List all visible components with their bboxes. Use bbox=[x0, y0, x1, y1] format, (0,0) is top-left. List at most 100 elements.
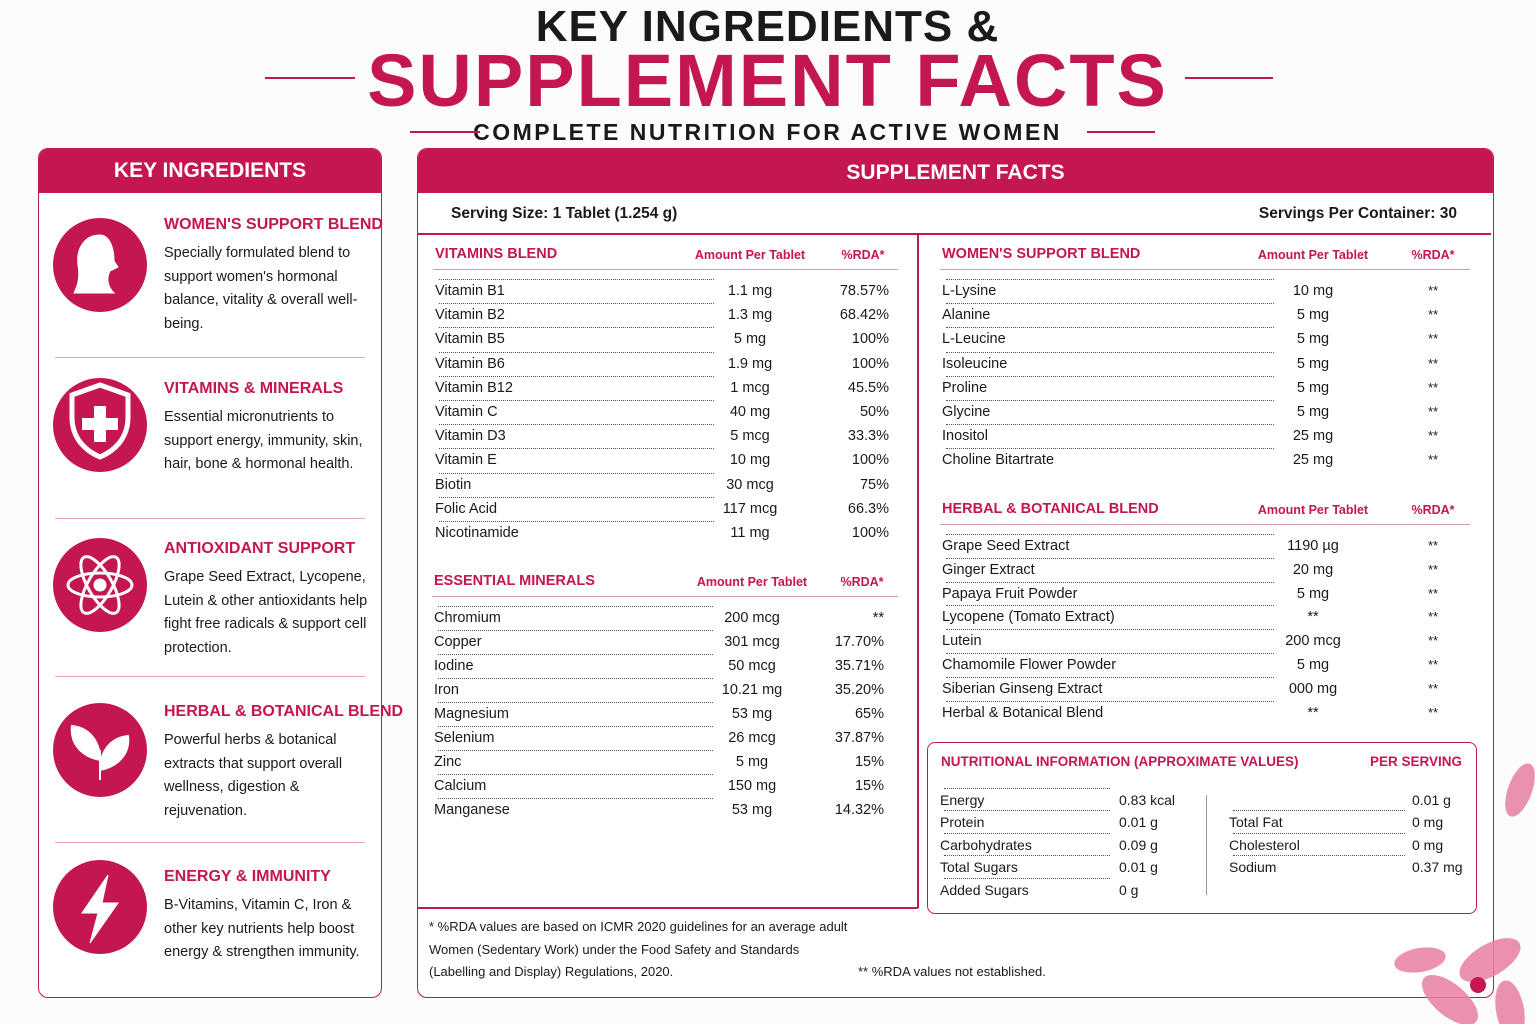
amount: 10 mg bbox=[1292, 283, 1334, 299]
amount: 200 mcg bbox=[1285, 633, 1341, 650]
amount: 5 mg bbox=[1296, 404, 1330, 420]
nutrient-name: Vitamin D3 bbox=[435, 428, 506, 445]
fact-row: Herbal & Botanical Blend bbox=[942, 700, 1278, 725]
amount-header: Amount Per Tablet bbox=[696, 575, 808, 589]
nutrient-name: Vitamin B2 bbox=[435, 307, 505, 324]
section-title: HERBAL & BOTANICAL BLEND bbox=[942, 501, 1159, 517]
fact-row: Inositol bbox=[942, 424, 1278, 448]
amount: 30 mcg bbox=[726, 476, 774, 493]
footnote-note: ** %RDA values not established. bbox=[858, 964, 1046, 979]
rda: 15% bbox=[854, 754, 884, 770]
amount: 5 mg bbox=[1296, 657, 1330, 673]
nutrition-row: Added Sugars bbox=[940, 877, 1114, 902]
rda: 100% bbox=[851, 331, 889, 348]
amount: 5 mg bbox=[1296, 355, 1330, 372]
rda-header: %RDA* bbox=[840, 575, 884, 589]
leader bbox=[1233, 855, 1405, 857]
rule bbox=[940, 524, 1470, 525]
nutrient-name: Added Sugars bbox=[940, 881, 1029, 898]
fact-row: Vitamin B12 bbox=[435, 375, 718, 400]
rda-header: %RDA* bbox=[841, 248, 885, 262]
amount: 1.3 mg bbox=[727, 307, 773, 324]
amount: 5 mg bbox=[735, 754, 769, 770]
leader bbox=[439, 327, 714, 329]
nutrient-name: Selenium bbox=[434, 730, 495, 746]
leader bbox=[438, 726, 713, 727]
rda: ** bbox=[1427, 452, 1439, 468]
footnote-line: (Labelling and Display) Regulations, 202… bbox=[429, 964, 674, 979]
item-text: B-Vitamins, Vitamin C, Iron & other key … bbox=[164, 897, 360, 961]
fact-row: Papaya Fruit Powder bbox=[942, 581, 1278, 606]
nutrient-name: Vitamin B1 bbox=[435, 283, 505, 299]
leader bbox=[439, 424, 714, 426]
amount: 1 mcg bbox=[730, 379, 770, 396]
nutrition-row: Total Sugars bbox=[940, 855, 1114, 879]
leader bbox=[946, 448, 1274, 450]
amount: 10.21 mg bbox=[721, 682, 783, 698]
leader bbox=[946, 351, 1274, 353]
nutrition-row: Sodium bbox=[1229, 855, 1409, 879]
leader bbox=[1233, 810, 1405, 812]
nutrient-name: Inositol bbox=[942, 428, 988, 445]
rule bbox=[1087, 131, 1155, 133]
fact-row: Ginger Extract bbox=[942, 557, 1278, 582]
rda: ** bbox=[1427, 704, 1439, 720]
nutrient-name: Calcium bbox=[434, 778, 487, 794]
fact-row: Biotin bbox=[435, 472, 718, 497]
leader bbox=[438, 750, 713, 751]
nutrient-name: Total Fat bbox=[1229, 814, 1283, 831]
fact-row: Nicotinamide bbox=[435, 521, 718, 545]
leader bbox=[439, 472, 714, 474]
leader bbox=[438, 702, 713, 703]
fact-row: Zinc bbox=[434, 750, 717, 774]
amount-header: Amount Per Tablet bbox=[694, 248, 806, 262]
leader bbox=[946, 557, 1274, 559]
nutrient-name: Energy bbox=[940, 792, 985, 808]
rule bbox=[432, 596, 898, 597]
amount-header: Amount Per Tablet bbox=[1257, 503, 1369, 517]
rda: ** bbox=[1427, 379, 1439, 395]
nutrient-name: Chromium bbox=[434, 610, 501, 626]
leader bbox=[946, 303, 1274, 305]
footnote-line: * %RDA values are based on ICMR 2020 gui… bbox=[429, 919, 848, 934]
nutrient-name: Choline Bitartrate bbox=[942, 452, 1055, 469]
nutrition-row: Total Fat bbox=[1229, 810, 1409, 834]
item-title: VITAMINS & MINERALS bbox=[164, 380, 344, 397]
rda: 100% bbox=[851, 355, 889, 372]
nutrient-name: Vitamin B12 bbox=[435, 379, 513, 396]
amount-header: Amount Per Tablet bbox=[1257, 248, 1369, 262]
serving-size: Serving Size: 1 Tablet (1.254 g) bbox=[451, 205, 678, 222]
rda: 100% bbox=[851, 452, 889, 469]
value: 0.01 g bbox=[1412, 792, 1451, 808]
leader bbox=[946, 581, 1274, 583]
nutrient-name: Vitamin E bbox=[435, 452, 497, 469]
nutrition-row: Cholesterol bbox=[1229, 832, 1409, 857]
nutrient-name: Lutein bbox=[942, 633, 982, 650]
item-text: Powerful herbs & botanical extracts that… bbox=[164, 732, 343, 820]
section-title: WOMEN'S SUPPORT BLEND bbox=[942, 246, 1141, 262]
leader bbox=[946, 700, 1274, 702]
key-ingredients-panel: KEY INGREDIENTS bbox=[38, 148, 382, 998]
nutrition-row: Carbohydrates bbox=[940, 832, 1114, 857]
nutrient-name: Chamomile Flower Powder bbox=[942, 657, 1117, 673]
fact-row: Magnesium bbox=[434, 702, 717, 726]
rda: ** bbox=[1427, 331, 1439, 347]
leader bbox=[439, 279, 714, 280]
rda: 66.3% bbox=[847, 500, 889, 517]
nutrient-name: Iron bbox=[434, 682, 459, 698]
nutrient-name: Biotin bbox=[435, 476, 472, 493]
amount: 26 mcg bbox=[728, 730, 776, 746]
divider bbox=[1206, 795, 1207, 895]
subtitle: COMPLETE NUTRITION FOR ACTIVE WOMEN bbox=[473, 119, 1062, 145]
value: 0.09 g bbox=[1119, 836, 1158, 853]
divider bbox=[418, 907, 918, 909]
panel-heading: KEY INGREDIENTS bbox=[39, 149, 381, 193]
item-text: Grape Seed Extract, Lycopene, Lutein & o… bbox=[164, 569, 368, 657]
leader bbox=[944, 788, 1110, 789]
title-line1: KEY INGREDIENTS & bbox=[535, 2, 1000, 51]
item-title: ANTIOXIDANT SUPPORT bbox=[164, 540, 356, 557]
nutrition-title: NUTRITIONAL INFORMATION (APPROXIMATE VAL… bbox=[941, 754, 1299, 769]
amount: 11 mg bbox=[730, 525, 770, 541]
rda: ** bbox=[1427, 585, 1439, 601]
rda: ** bbox=[1427, 680, 1439, 696]
